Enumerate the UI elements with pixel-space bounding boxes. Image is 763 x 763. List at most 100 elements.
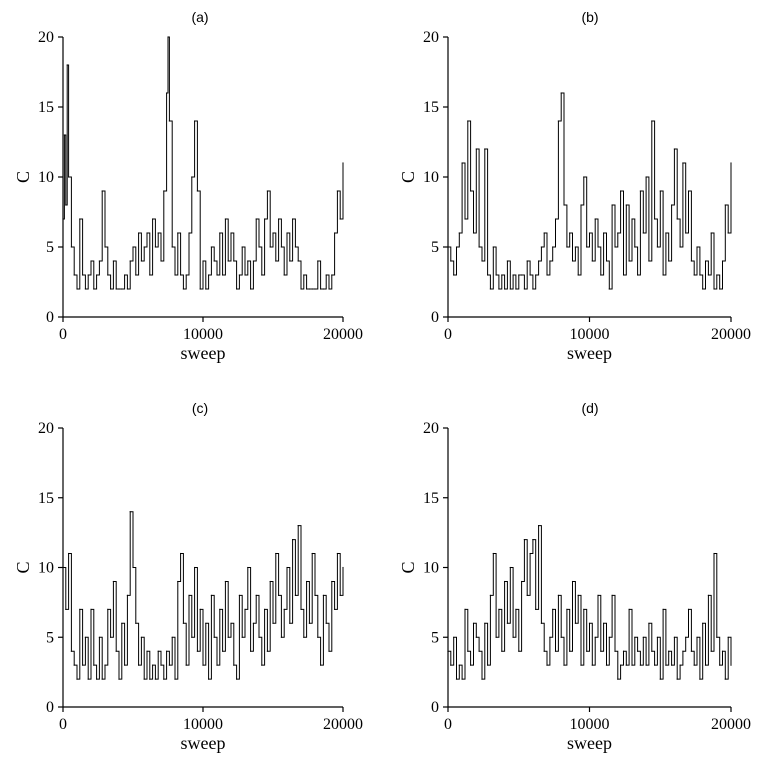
data-point <box>167 36 169 38</box>
data-point <box>704 260 707 262</box>
data-point <box>98 260 100 262</box>
data-point <box>82 274 84 276</box>
data-point <box>690 260 693 262</box>
data-point <box>702 622 704 624</box>
data-point <box>685 232 687 234</box>
data-point <box>107 274 109 276</box>
data-point <box>560 92 562 94</box>
data-point <box>241 636 243 638</box>
data-point <box>266 650 268 652</box>
data-point <box>600 650 602 652</box>
data-point <box>171 636 173 638</box>
data-point <box>634 636 636 638</box>
data-point <box>247 260 249 262</box>
data-point <box>90 608 92 611</box>
data-point <box>84 636 86 638</box>
data-point <box>252 260 254 262</box>
data-point <box>512 274 514 276</box>
data-point <box>588 232 591 234</box>
panel-a: (a) 0 5 10 15 20 0 10000 20000 sweep C <box>13 9 363 363</box>
y-tick-label: 0 <box>431 699 439 716</box>
data-point <box>617 678 619 680</box>
data-point <box>322 594 324 597</box>
data-point <box>66 64 68 66</box>
data-point <box>566 246 568 248</box>
data-point <box>205 622 207 624</box>
data-point <box>546 664 548 666</box>
data-point <box>297 525 299 527</box>
data-point <box>588 622 591 624</box>
data-point <box>306 288 308 290</box>
data-point <box>671 664 673 666</box>
x-tick-label: 20000 <box>323 716 363 733</box>
data-point <box>696 246 698 248</box>
data-point <box>264 608 266 611</box>
panel-title: (d) <box>581 400 598 416</box>
data-point <box>554 218 557 220</box>
data-point <box>339 218 341 220</box>
data-point <box>543 232 545 234</box>
data-point <box>608 636 610 638</box>
data-point <box>96 678 98 680</box>
x-axis-title: sweep <box>567 343 612 363</box>
data-point <box>258 636 260 638</box>
data-point <box>668 260 670 262</box>
data-point <box>461 678 463 680</box>
data-point <box>336 190 338 192</box>
data-point <box>93 288 95 290</box>
data-point <box>289 622 291 624</box>
data-point <box>501 650 503 652</box>
data-point <box>269 246 271 248</box>
data-point <box>76 678 78 680</box>
panel-b: (b) 0 5 10 15 20 0 10000 20000 sweep C <box>398 9 751 363</box>
data-point <box>325 622 327 624</box>
data-point <box>662 608 664 611</box>
data-point <box>121 622 123 624</box>
data-point <box>447 650 449 652</box>
data-point <box>104 664 106 666</box>
data-point <box>676 218 678 220</box>
x-tick-label: 0 <box>444 716 452 733</box>
data-point <box>605 664 608 666</box>
data-point <box>535 274 537 276</box>
data-point <box>515 288 517 290</box>
data-point <box>724 678 726 680</box>
data-point <box>710 232 712 234</box>
data-point <box>194 566 196 569</box>
data-point <box>509 288 511 290</box>
data-point <box>687 608 690 611</box>
data-point <box>308 622 310 624</box>
data-point <box>73 664 75 666</box>
data-point <box>146 232 148 234</box>
data-point <box>676 678 678 680</box>
data-point <box>70 650 72 652</box>
data-point <box>504 288 506 290</box>
data-point <box>637 650 639 652</box>
x-axis-title: sweep <box>567 733 612 753</box>
data-point <box>682 162 684 164</box>
data-point <box>642 636 644 638</box>
data-point <box>467 650 469 652</box>
data-point <box>699 678 701 680</box>
y-tick-label: 10 <box>38 560 54 577</box>
data-point <box>126 288 128 290</box>
data-point <box>70 246 72 248</box>
data-point <box>213 636 215 638</box>
data-point <box>98 636 100 638</box>
data-point <box>121 288 123 290</box>
data-point <box>224 218 226 220</box>
data-point <box>549 260 551 262</box>
data-point <box>631 218 633 220</box>
data-point <box>603 622 605 624</box>
data-point <box>322 288 324 290</box>
y-tick-label: 15 <box>423 99 439 116</box>
data-point <box>628 260 630 262</box>
x-tick-label: 20000 <box>711 716 751 733</box>
data-point <box>219 608 221 611</box>
data-point <box>107 608 109 611</box>
data-point <box>79 218 81 220</box>
data-point <box>566 608 568 611</box>
data-point <box>470 190 472 192</box>
data-point <box>168 664 170 666</box>
data-point <box>620 190 622 192</box>
